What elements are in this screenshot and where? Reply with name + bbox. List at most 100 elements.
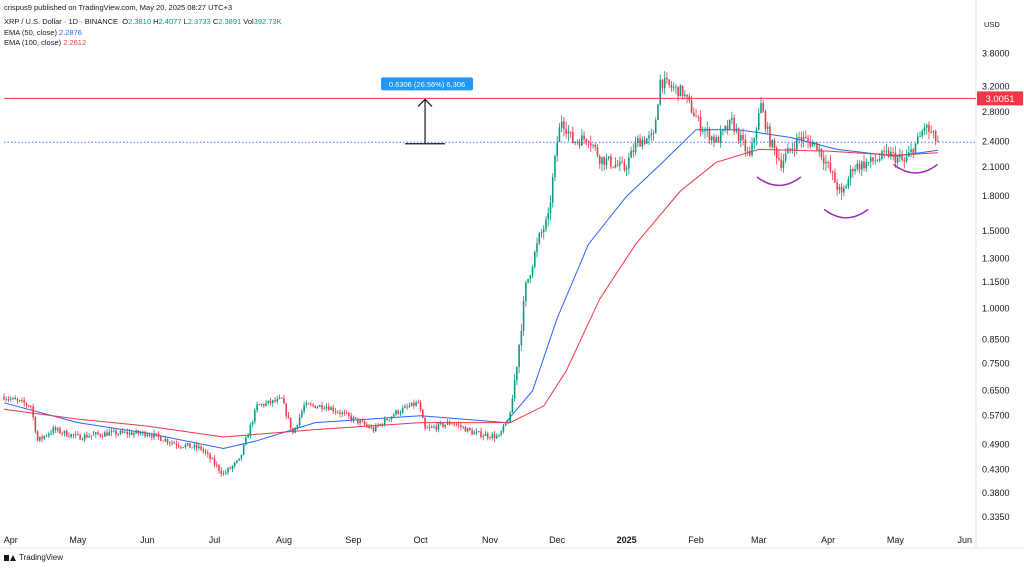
candle-body bbox=[697, 116, 700, 118]
candle-body bbox=[565, 128, 567, 134]
candle-body bbox=[314, 405, 317, 409]
candle-body bbox=[686, 94, 688, 97]
candle-body bbox=[585, 139, 588, 143]
candle-body bbox=[849, 169, 852, 179]
measure-label-box bbox=[381, 77, 474, 91]
candle-body bbox=[937, 140, 939, 142]
candle-body bbox=[728, 119, 731, 130]
candle-body bbox=[563, 121, 565, 129]
candle-body bbox=[135, 430, 137, 434]
candle-body bbox=[681, 85, 684, 96]
indicator-ema50[interactable]: EMA (50, close) 2.2876 bbox=[4, 28, 82, 37]
candle-body bbox=[545, 219, 547, 230]
candle-body bbox=[607, 156, 610, 159]
candle-body bbox=[43, 435, 46, 439]
candle-body bbox=[762, 103, 765, 112]
candle-body bbox=[357, 418, 359, 424]
ema-lines bbox=[3, 129, 938, 450]
x-tick-label: Apr bbox=[4, 535, 18, 545]
candle-body bbox=[260, 404, 263, 405]
candle-body bbox=[202, 449, 205, 452]
candle-body bbox=[554, 155, 556, 178]
candle-body bbox=[784, 153, 787, 161]
candle-body bbox=[507, 421, 509, 424]
volume-value: 392.73K bbox=[253, 17, 282, 26]
candle-body bbox=[148, 435, 151, 436]
indicator-ema100[interactable]: EMA (100, close) 2.2612 bbox=[4, 38, 87, 47]
candle-body bbox=[632, 150, 635, 153]
candle-body bbox=[542, 229, 545, 233]
candle-body bbox=[289, 417, 292, 429]
candle-body bbox=[280, 397, 283, 399]
candle-body bbox=[285, 403, 287, 416]
candle-body bbox=[164, 439, 167, 442]
candle-body bbox=[478, 431, 480, 433]
candle-body bbox=[701, 131, 704, 132]
candle-body bbox=[782, 160, 785, 168]
y-tick-label: 3.2000 bbox=[982, 81, 1010, 91]
candle-body bbox=[751, 142, 753, 156]
candle-body bbox=[930, 131, 932, 133]
candle-body bbox=[103, 432, 106, 437]
y-tick-label: 1.5000 bbox=[982, 226, 1010, 236]
candle-body bbox=[874, 160, 877, 162]
candle-body bbox=[771, 140, 773, 147]
candle-body bbox=[923, 127, 926, 132]
candle-body bbox=[486, 433, 489, 438]
candle-body bbox=[845, 186, 847, 189]
candle-body bbox=[713, 136, 715, 143]
candle-body bbox=[153, 433, 155, 438]
candle-body bbox=[374, 425, 377, 432]
candle-body bbox=[883, 151, 885, 152]
candle-body bbox=[327, 406, 330, 410]
candle-body bbox=[54, 427, 57, 431]
candle-body bbox=[538, 233, 541, 244]
candle-body bbox=[475, 431, 478, 433]
candle-body bbox=[124, 431, 126, 433]
candle-body bbox=[919, 136, 921, 138]
candle-body bbox=[133, 433, 135, 436]
candle-body bbox=[106, 432, 108, 436]
candle-body bbox=[204, 451, 207, 453]
symbol-title[interactable]: XRP / U.S. Dollar · 1D · BINANCE bbox=[4, 17, 119, 26]
candle-body bbox=[690, 100, 693, 113]
candle-body bbox=[921, 131, 924, 137]
candle-body bbox=[254, 410, 256, 422]
measure-label: 0.6306 (26.56%) 6,306 bbox=[389, 80, 465, 89]
candle-body bbox=[708, 128, 711, 141]
candle-body bbox=[556, 142, 558, 156]
candle-body bbox=[68, 436, 70, 437]
candle-body bbox=[236, 460, 238, 463]
candle-body bbox=[657, 104, 659, 120]
candle-body bbox=[549, 202, 552, 214]
candle-body bbox=[813, 142, 816, 144]
candle-body bbox=[413, 402, 415, 406]
candle-body bbox=[307, 403, 310, 405]
candle-body bbox=[827, 161, 829, 163]
candle-body bbox=[233, 462, 236, 466]
candle-body bbox=[829, 162, 832, 172]
candle-body bbox=[843, 188, 845, 193]
candle-body bbox=[818, 148, 821, 151]
candle-body bbox=[860, 161, 863, 170]
candle-body bbox=[809, 140, 812, 147]
candle-body bbox=[345, 412, 348, 414]
candle-body bbox=[144, 431, 146, 437]
candle-body bbox=[509, 412, 511, 422]
candle-body bbox=[95, 432, 97, 435]
candle-body bbox=[175, 443, 178, 446]
candle-body bbox=[628, 157, 630, 169]
candle-body bbox=[473, 432, 476, 435]
candle-body bbox=[361, 420, 364, 422]
candle-body bbox=[310, 404, 312, 405]
candle-body bbox=[480, 431, 482, 437]
y-tick-label: 1.0000 bbox=[982, 303, 1010, 313]
symbol-line: XRP / U.S. Dollar · 1D · BINANCE O2.3810… bbox=[4, 17, 282, 26]
candle-body bbox=[72, 434, 75, 436]
candle-body bbox=[890, 151, 892, 157]
candle-body bbox=[177, 445, 180, 447]
candle-body bbox=[242, 444, 245, 455]
candle-body bbox=[59, 428, 61, 434]
candle-body bbox=[740, 134, 742, 141]
